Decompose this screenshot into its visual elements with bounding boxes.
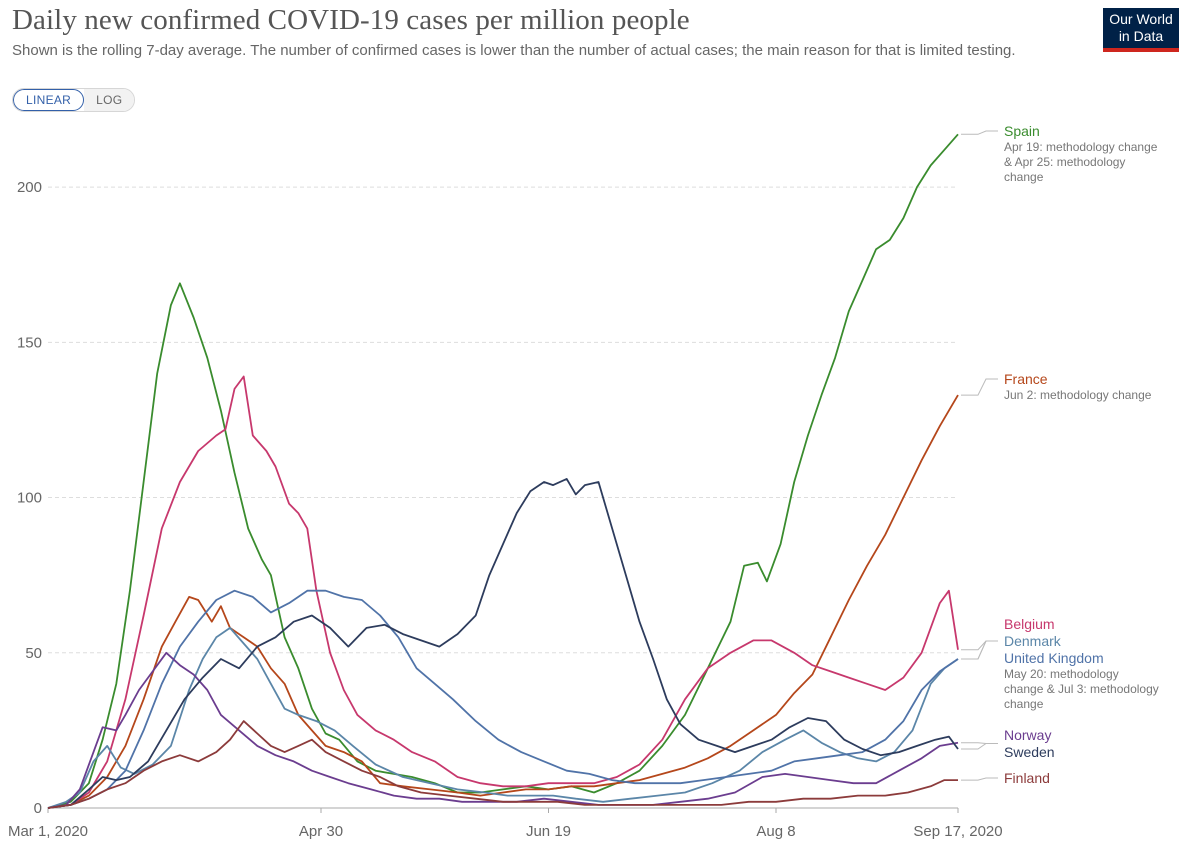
y-gridlines [48, 186, 958, 654]
series-line-sweden[interactable] [47, 478, 959, 809]
series-line-denmark[interactable] [47, 627, 959, 809]
legend-note-spain-0: Apr 19: methodology change [1004, 140, 1158, 154]
y-tick-label-200: 200 [17, 179, 42, 196]
legend-label-denmark[interactable]: Denmark [1004, 633, 1062, 649]
legend-note-united-kingdom-1: change & Jul 3: methodology [1004, 682, 1159, 696]
legend-note-united-kingdom-0: May 20: methodology [1004, 667, 1119, 681]
legend-connector-belgium [961, 640, 998, 651]
legend-note-france-0: Jun 2: methodology change [1004, 388, 1152, 402]
legend-connector-sweden [961, 743, 998, 750]
y-tick-label-0: 0 [34, 800, 42, 817]
logo-line-2: in Data [1118, 28, 1164, 44]
y-axis-tick-labels: 0 50 100 150 200 [17, 179, 42, 817]
chart-title: Daily new confirmed COVID-19 cases per m… [12, 4, 690, 36]
log-scale-button[interactable]: LOG [84, 89, 135, 111]
series-line-finland[interactable] [47, 720, 958, 809]
y-tick-label-50: 50 [25, 645, 42, 662]
legend-label-france[interactable]: France [1004, 371, 1048, 387]
legend-label-united-kingdom[interactable]: United Kingdom [1004, 650, 1104, 666]
y-tick-label-150: 150 [17, 334, 42, 351]
x-tick-label-0: Mar 1, 2020 [8, 823, 88, 840]
legend-note-spain-2: change [1004, 170, 1044, 184]
series-lines [47, 133, 959, 809]
series-line-france[interactable] [47, 394, 959, 809]
scale-toggle: LINEAR LOG [12, 88, 136, 112]
chart-subtitle: Shown is the rolling 7-day average. The … [12, 42, 1016, 59]
linear-scale-button[interactable]: LINEAR [13, 89, 85, 111]
legend-connector-spain [961, 130, 998, 135]
legend-note-spain-1: & Apr 25: methodology [1004, 155, 1125, 169]
x-tick-label-4: Sep 17, 2020 [913, 823, 1002, 840]
series-line-belgium[interactable] [47, 375, 959, 809]
owid-logo[interactable]: Our World in Data [1103, 8, 1179, 51]
x-axis: Mar 1, 2020 Apr 30 Jun 19 Aug 8 Sep 17, 2020 [8, 807, 1003, 840]
series-line-united-kingdom[interactable] [47, 589, 959, 809]
legend-connector-france [961, 378, 998, 396]
legend-connector-united-kingdom [961, 640, 998, 660]
x-tick-label-2: Jun 19 [526, 823, 571, 840]
logo-accent-bar [1103, 48, 1179, 52]
legend-label-finland[interactable]: Finland [1004, 770, 1050, 786]
x-tick-label-1: Apr 30 [299, 823, 343, 840]
legend-label-belgium[interactable]: Belgium [1004, 616, 1055, 632]
legend-note-united-kingdom-2: change [1004, 697, 1044, 711]
series-line-norway[interactable] [47, 651, 959, 809]
logo-line-1: Our World [1109, 11, 1173, 27]
legend-label-norway[interactable]: Norway [1004, 727, 1051, 743]
legend-label-sweden[interactable]: Sweden [1004, 744, 1055, 760]
y-tick-label-100: 100 [17, 490, 42, 507]
legend-label-spain[interactable]: Spain [1004, 123, 1040, 139]
x-tick-label-3: Aug 8 [756, 823, 795, 840]
legend-connector-finland [961, 777, 998, 781]
